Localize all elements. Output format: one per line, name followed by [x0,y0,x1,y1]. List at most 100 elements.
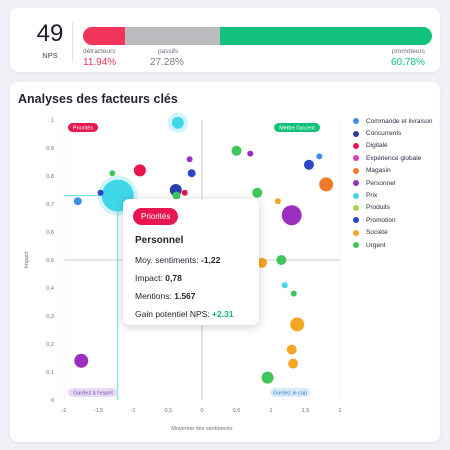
y-tick-label: 1 [51,118,54,124]
x-tick-label: 0,5 [233,408,241,414]
data-point[interactable] [231,145,242,156]
data-point[interactable] [73,197,82,206]
data-point[interactable] [171,116,184,129]
chart-legend: Commande et livraison Concurrents Digitale… [353,115,432,251]
data-point[interactable] [247,150,254,157]
legend-dot [353,167,359,174]
nps-distribution-bar[interactable] [83,27,432,45]
data-point[interactable] [252,187,263,198]
y-tick-label: 0,5 [46,258,54,264]
x-tick-label: 1 [269,408,272,414]
x-axis-label: Moyenne des sentiments [171,426,232,432]
tooltip-impact-value: 0,78 [165,273,182,283]
legend-item[interactable]: Concurrents [353,127,432,139]
data-point[interactable] [186,156,193,163]
detractors-segment[interactable] [83,27,125,45]
legend-item[interactable]: Société [353,227,432,239]
tooltip-gain-label: Gain potentiel NPS: [135,309,210,319]
data-point[interactable] [181,189,188,196]
data-point[interactable] [74,353,89,368]
passives-value: 27.28% [150,57,184,68]
legend-label: Société [366,229,388,237]
legend-label: Promotion [366,216,396,224]
passives-label: passifs [158,48,179,55]
point-tooltip: Priorités Personnel Moy. sentiments: -1,… [123,199,259,325]
x-tick-label: -2 [62,408,67,414]
key-factors-title: Analyses des facteurs clés [18,92,178,106]
legend-item[interactable]: Digitale [353,140,432,152]
x-tick-label: -0,5 [163,408,172,414]
promoters-value: 60.78% [391,57,425,68]
data-point[interactable] [319,177,334,192]
tooltip-gain-value: +2.31 [212,309,234,319]
tooltip-impact-row: Impact: 0,78 [135,273,182,283]
data-point[interactable] [316,153,323,160]
promoters-label: promoteurs [392,48,425,55]
data-point[interactable] [109,170,116,177]
y-tick-label: 0,1 [46,370,54,376]
legend-item[interactable]: Prix [353,189,432,201]
data-point[interactable] [172,191,181,200]
quadrant-label-gardez-cap-bg [270,388,310,397]
quadrant-label-gardez-esprit-text: Gardez à l'esprit [73,390,113,396]
quadrant-label-gardez-cap-text: Gardez le cap [273,390,307,396]
legend-dot [353,142,359,149]
legend-dot [353,180,359,187]
tooltip-sentiment-value: -1,22 [201,255,221,265]
tooltip-quadrant-badge: Priorités [133,208,179,225]
data-point[interactable] [281,282,288,289]
legend-item[interactable]: Urgent [353,239,432,251]
quadrant-label-mettre-accent-bg [274,123,320,132]
data-point[interactable] [187,169,196,178]
legend-label: Prix [366,192,378,200]
data-point[interactable] [97,189,104,196]
key-factors-card: Analyses des facteurs clés -2 -1,5 -1 -0,5 0… [10,82,440,442]
x-tick-label: 2 [338,408,341,414]
legend-label: Urgent [366,241,386,249]
legend-item[interactable]: Promotion [353,214,432,226]
legend-item[interactable]: Commande et livraison [353,115,432,127]
legend-label: Magasin [366,167,391,175]
legend-label: Expérience globale [366,154,422,162]
y-tick-label: 0 [51,398,54,404]
nps-divider [72,22,73,62]
data-point[interactable] [281,205,302,226]
legend-label: Commande et livraison [366,117,433,125]
legend-item[interactable]: Expérience globale [353,152,432,164]
legend-dot [353,118,359,125]
legend-label: Personnel [366,179,396,187]
legend-dot [353,155,359,162]
legend-dot [353,229,359,236]
y-tick-label: 0,6 [46,230,54,236]
quadrant-label-priorites-text: Priorités [73,125,93,131]
legend-label: Concurrents [366,130,402,138]
data-point[interactable] [274,198,281,205]
data-point[interactable] [133,164,146,177]
data-point[interactable] [303,159,314,170]
data-point[interactable] [257,257,268,268]
data-point[interactable] [290,317,305,332]
legend-item[interactable]: Magasin [353,165,432,177]
data-point[interactable] [276,255,287,265]
quadrant-label-mettre-accent-text: Mettre l'accent [279,125,315,131]
data-point[interactable] [286,344,297,355]
data-point[interactable] [288,358,299,369]
quadrant-label-priorites: Priorités [68,123,98,132]
legend-label: Digitale [366,142,388,150]
passives-segment[interactable] [124,27,220,45]
promoters-segment[interactable] [219,27,432,45]
legend-dot [353,192,359,199]
detractors-label: détracteurs [83,48,116,55]
legend-item[interactable]: Produits [353,202,432,214]
y-tick-label: 0,9 [46,146,54,152]
data-point[interactable] [290,290,297,297]
legend-dot [353,217,359,224]
tooltip-sentiment-row: Moy. sentiments: -1,22 [135,255,220,265]
tooltip-mentions-value: 1.567 [174,291,196,301]
legend-item[interactable]: Personnel [353,177,432,189]
data-point[interactable] [261,371,274,384]
y-tick-label: 0,7 [46,202,54,208]
quadrant-label-mettre-accent: Mettre l'accent [274,123,320,132]
y-tick-label: 0,8 [46,174,54,180]
legend-label: Produits [366,204,390,212]
